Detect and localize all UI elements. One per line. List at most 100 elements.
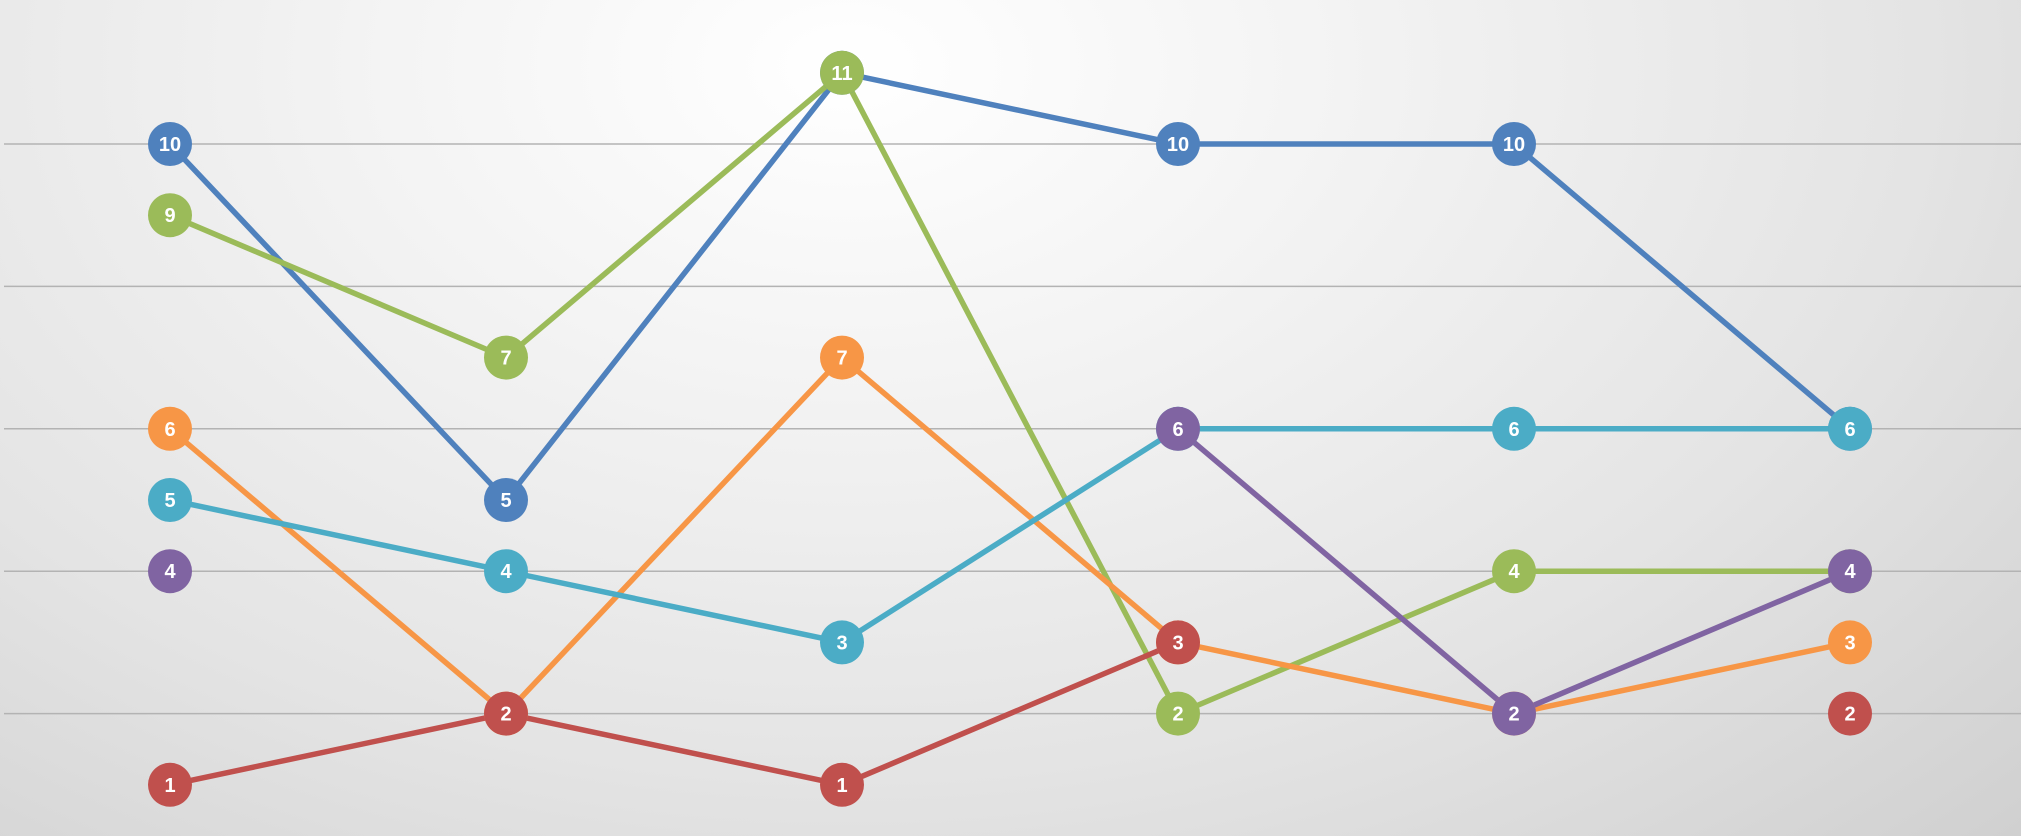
data-label: 5 [164, 490, 175, 512]
series-6-line-segment [167, 710, 509, 788]
series-1-point: 10 [1156, 122, 1200, 166]
data-marker [1156, 620, 1200, 665]
series-1-point: 10 [148, 122, 192, 166]
series-2-point: 7 [484, 335, 528, 380]
data-marker [1156, 122, 1200, 166]
data-marker [820, 762, 864, 807]
series-6-line-segment [503, 710, 845, 788]
data-marker [1828, 549, 1872, 594]
series-1-point: 10 [1492, 122, 1536, 166]
series-2-line-segment [503, 70, 845, 361]
data-label: 7 [500, 348, 511, 370]
data-label: 11 [831, 63, 852, 85]
data-marker [148, 762, 192, 807]
series-4-point: 5 [148, 478, 192, 522]
series-2-point: 2 [1156, 691, 1200, 736]
data-marker [820, 620, 864, 665]
series-4-line-segment [167, 497, 509, 574]
data-label: 4 [1508, 561, 1520, 583]
series-3-point: 6 [148, 406, 192, 451]
series-4-point: 6 [1492, 406, 1536, 451]
data-label: 1 [836, 775, 847, 797]
series-6-point: 1 [148, 762, 192, 807]
series-6-point: 3 [1156, 620, 1200, 665]
data-label: 6 [1172, 419, 1183, 441]
series-4-point: 4 [484, 549, 528, 594]
data-marker [1828, 620, 1872, 665]
data-marker [1156, 691, 1200, 736]
data-label: 2 [1172, 704, 1183, 726]
data-label: 3 [836, 632, 847, 654]
series-4-point: 6 [1828, 406, 1872, 451]
data-marker [148, 122, 192, 166]
series-1-line-segment [167, 141, 509, 503]
data-label: 4 [500, 561, 512, 583]
data-label: 10 [1503, 134, 1525, 156]
series-5-line-segment [1511, 568, 1853, 717]
data-marker [148, 478, 192, 522]
data-marker [1492, 406, 1536, 451]
series-4-point: 3 [820, 620, 864, 665]
data-marker [1492, 122, 1536, 166]
series-3-line-segment [167, 426, 509, 717]
data-marker [148, 406, 192, 451]
series-6-line-segment [839, 639, 1181, 788]
data-label: 1 [164, 775, 175, 797]
data-marker [820, 50, 864, 95]
data-label: 2 [1508, 704, 1519, 726]
series-4-line-segment [839, 426, 1181, 646]
data-label: 10 [1167, 134, 1189, 156]
data-label: 9 [164, 205, 175, 227]
series-5-line-segment [1175, 426, 1517, 717]
data-marker [484, 335, 528, 380]
data-label: 5 [500, 490, 511, 512]
data-marker [1828, 691, 1872, 736]
series-2-line-segment [167, 212, 509, 361]
series-6-point: 1 [820, 762, 864, 807]
series-3-point: 7 [820, 335, 864, 380]
series-6-point: 2 [484, 691, 528, 736]
data-label: 6 [1508, 419, 1519, 441]
data-label: 3 [1844, 632, 1855, 654]
data-marker [484, 549, 528, 594]
data-label: 2 [1844, 704, 1855, 726]
series-2-point: 9 [148, 193, 192, 238]
data-marker [1492, 691, 1536, 736]
series-1-line-segment [1511, 141, 1853, 432]
data-label: 10 [159, 134, 181, 156]
series-3-line-segment [1511, 639, 1853, 717]
series-5-point: 4 [148, 549, 192, 594]
series-2-line-segment [839, 70, 1181, 717]
data-label: 7 [836, 348, 847, 370]
data-marker [1828, 406, 1872, 451]
data-label: 4 [1844, 561, 1856, 583]
series-5-point: 4 [1828, 549, 1872, 594]
data-label: 6 [164, 419, 175, 441]
series-4-line-segment [503, 568, 845, 646]
data-label: 3 [1172, 632, 1183, 654]
data-marker [148, 549, 192, 594]
data-label: 4 [164, 561, 176, 583]
data-marker [484, 691, 528, 736]
series-6-point: 2 [1828, 691, 1872, 736]
data-marker [1492, 549, 1536, 594]
series-1-line-segment [503, 70, 845, 503]
series-5-point: 6 [1156, 406, 1200, 451]
data-marker [1156, 406, 1200, 451]
series-5-point: 2 [1492, 691, 1536, 736]
series-3-line-segment [503, 354, 845, 717]
series-lines [167, 70, 1853, 788]
series-3-line-segment [1175, 639, 1517, 717]
data-label: 6 [1844, 419, 1855, 441]
data-markers: 10511101069711244627323543666462412132 [148, 50, 1872, 807]
data-marker [148, 193, 192, 238]
series-2-line-segment [1175, 568, 1517, 717]
data-label: 2 [500, 704, 511, 726]
series-3-point: 3 [1828, 620, 1872, 665]
series-1-line-segment [839, 70, 1181, 147]
series-3-line-segment [839, 354, 1181, 646]
data-marker [820, 335, 864, 380]
data-marker [484, 478, 528, 522]
